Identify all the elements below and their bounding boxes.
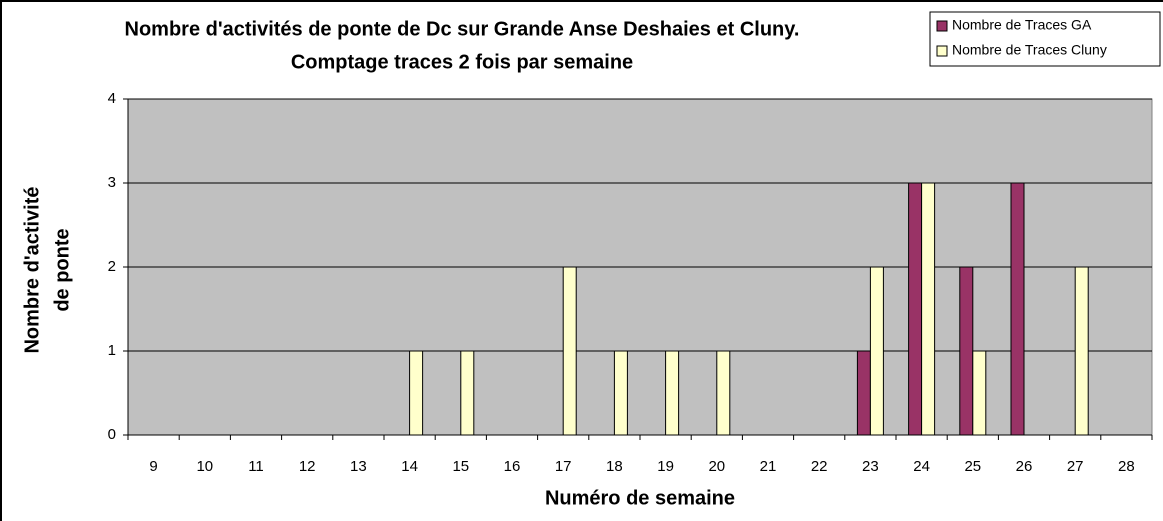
x-tick-label: 27 — [1067, 458, 1084, 475]
legend-label: Nombre de Traces GA — [952, 17, 1092, 33]
x-tick-label: 17 — [555, 458, 572, 475]
legend-label: Nombre de Traces Cluny — [952, 42, 1107, 58]
x-tick-label: 9 — [149, 458, 157, 475]
x-tick-label: 28 — [1118, 458, 1135, 475]
chart-subtitle: Comptage traces 2 fois par semaine — [291, 51, 633, 73]
bar — [716, 350, 731, 436]
bar — [856, 350, 871, 436]
y-axis-label: de ponte — [51, 228, 73, 311]
y-tick-label: 0 — [108, 426, 116, 443]
x-axis-label: Numéro de semaine — [545, 487, 735, 509]
x-tick-label: 22 — [811, 458, 828, 475]
bar — [959, 266, 974, 436]
y-tick-label: 4 — [108, 90, 116, 107]
bar — [1074, 266, 1089, 436]
y-tick-label: 3 — [108, 174, 116, 191]
x-tick-label: 13 — [350, 458, 367, 475]
legend-swatch — [936, 45, 948, 57]
x-tick-label: 12 — [299, 458, 316, 475]
x-tick-label: 21 — [760, 458, 777, 475]
x-tick-label: 23 — [862, 458, 879, 475]
x-tick-label: 18 — [606, 458, 623, 475]
legend-swatch — [936, 20, 948, 32]
bar — [665, 350, 680, 436]
chart-title: Nombre d'activités de ponte de Dc sur Gr… — [125, 18, 800, 40]
bar — [869, 266, 884, 436]
x-tick-label: 20 — [708, 458, 725, 475]
y-axis-label: Nombre d'activité — [21, 186, 43, 353]
bar — [562, 266, 577, 436]
y-tick-label: 1 — [108, 342, 116, 359]
x-tick-label: 19 — [657, 458, 674, 475]
legend — [929, 11, 1161, 67]
bar — [921, 182, 936, 436]
x-tick-label: 15 — [452, 458, 469, 475]
bar — [409, 350, 424, 436]
y-tick-label: 2 — [108, 258, 116, 275]
bar — [613, 350, 628, 436]
bar — [1010, 182, 1025, 436]
x-tick-label: 25 — [964, 458, 981, 475]
bar — [908, 182, 923, 436]
x-tick-label: 14 — [401, 458, 418, 475]
bar — [972, 350, 987, 436]
bar — [460, 350, 475, 436]
x-tick-label: 24 — [913, 458, 930, 475]
x-tick-label: 11 — [248, 458, 264, 475]
x-tick-label: 26 — [1016, 458, 1033, 475]
x-tick-label: 16 — [504, 458, 521, 475]
x-tick-label: 10 — [196, 458, 213, 475]
